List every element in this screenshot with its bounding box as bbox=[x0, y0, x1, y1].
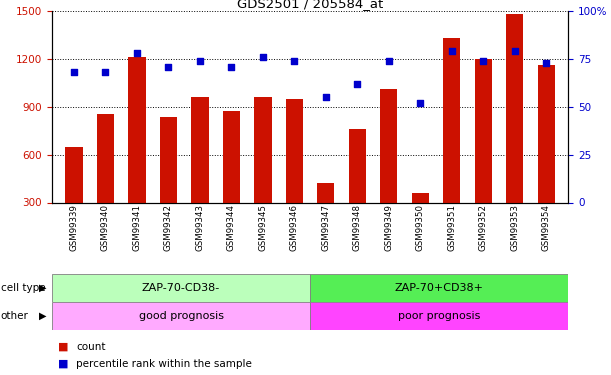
Text: GSM99350: GSM99350 bbox=[415, 204, 425, 251]
Text: GSM99342: GSM99342 bbox=[164, 204, 173, 251]
Point bbox=[290, 58, 299, 64]
Point bbox=[258, 54, 268, 60]
Point bbox=[164, 64, 174, 70]
Bar bbox=[310, 302, 568, 330]
Text: GSM99343: GSM99343 bbox=[196, 204, 205, 251]
Bar bbox=[475, 59, 492, 250]
Bar bbox=[380, 89, 397, 251]
Text: other: other bbox=[1, 311, 29, 321]
Bar bbox=[286, 99, 303, 250]
Point bbox=[321, 94, 331, 100]
Text: GSM99344: GSM99344 bbox=[227, 204, 236, 251]
Point bbox=[415, 100, 425, 106]
Text: count: count bbox=[76, 342, 106, 352]
Point bbox=[541, 60, 551, 66]
Bar bbox=[310, 274, 568, 302]
Text: GSM99353: GSM99353 bbox=[510, 204, 519, 251]
Text: GSM99349: GSM99349 bbox=[384, 204, 393, 251]
Title: GDS2501 / 205584_at: GDS2501 / 205584_at bbox=[237, 0, 383, 10]
Text: ZAP-70-CD38-: ZAP-70-CD38- bbox=[142, 283, 220, 293]
Text: GSM99340: GSM99340 bbox=[101, 204, 110, 251]
Bar bbox=[412, 193, 429, 250]
Point bbox=[447, 48, 456, 54]
Bar bbox=[349, 129, 366, 251]
Bar bbox=[317, 183, 334, 250]
Text: ■: ■ bbox=[58, 342, 68, 352]
Text: GSM99348: GSM99348 bbox=[353, 204, 362, 251]
Point bbox=[510, 48, 519, 54]
Bar bbox=[538, 65, 555, 251]
Bar bbox=[52, 302, 310, 330]
Text: GSM99352: GSM99352 bbox=[479, 204, 488, 251]
Point bbox=[384, 58, 393, 64]
Text: poor prognosis: poor prognosis bbox=[398, 311, 480, 321]
Text: GSM99346: GSM99346 bbox=[290, 204, 299, 251]
Text: GSM99345: GSM99345 bbox=[258, 204, 268, 251]
Bar bbox=[128, 57, 145, 250]
Text: percentile rank within the sample: percentile rank within the sample bbox=[76, 359, 252, 369]
Point bbox=[69, 69, 79, 75]
Point bbox=[195, 58, 205, 64]
Bar bbox=[443, 38, 461, 251]
Point bbox=[227, 64, 236, 70]
Point bbox=[353, 81, 362, 87]
Bar bbox=[159, 117, 177, 250]
Bar bbox=[97, 114, 114, 251]
Text: ▶: ▶ bbox=[39, 311, 46, 321]
Point bbox=[101, 69, 111, 75]
Text: ■: ■ bbox=[58, 359, 68, 369]
Bar bbox=[506, 14, 524, 250]
Text: GSM99339: GSM99339 bbox=[70, 204, 78, 251]
Bar bbox=[254, 98, 271, 250]
Bar bbox=[191, 98, 208, 250]
Text: GSM99347: GSM99347 bbox=[321, 204, 331, 251]
Text: ▶: ▶ bbox=[39, 283, 46, 293]
Bar bbox=[223, 111, 240, 251]
Text: cell type: cell type bbox=[1, 283, 45, 293]
Text: GSM99354: GSM99354 bbox=[542, 204, 551, 251]
Text: GSM99341: GSM99341 bbox=[133, 204, 141, 251]
Text: good prognosis: good prognosis bbox=[139, 311, 224, 321]
Text: GSM99351: GSM99351 bbox=[447, 204, 456, 251]
Bar bbox=[52, 274, 310, 302]
Point bbox=[132, 50, 142, 56]
Bar bbox=[65, 147, 82, 250]
Text: ZAP-70+CD38+: ZAP-70+CD38+ bbox=[395, 283, 484, 293]
Point bbox=[478, 58, 488, 64]
